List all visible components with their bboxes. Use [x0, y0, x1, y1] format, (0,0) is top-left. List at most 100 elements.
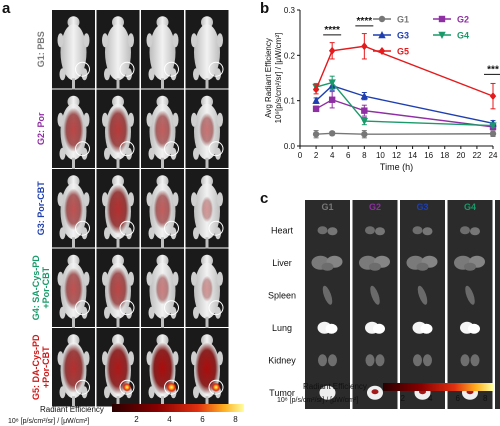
data-point — [328, 130, 336, 137]
organ-image — [460, 354, 480, 367]
mouse-silhouette — [57, 16, 90, 91]
organ-image — [319, 385, 336, 400]
x-tick-label: 18 — [440, 151, 449, 160]
fluorescence-signal — [201, 196, 213, 223]
organ-image — [465, 285, 475, 305]
colorbar-tick-label: 8 — [483, 394, 488, 403]
y-axis-label: Avg Radiant Efficiency — [264, 38, 273, 118]
group-header: G2 — [369, 202, 381, 212]
y-tick-label: 0.3 — [284, 6, 296, 15]
organ-image-column — [352, 200, 398, 409]
series-line — [315, 81, 494, 127]
series-line — [315, 84, 494, 125]
fluorescence-signal — [153, 189, 172, 229]
x-tick-label: 0 — [298, 151, 303, 160]
tumor-region-circle — [208, 379, 224, 395]
mouse-silhouette — [102, 16, 134, 91]
colorbar-tick-label: 4 — [167, 415, 172, 424]
tumor-region-circle — [164, 379, 179, 395]
group-label: G1: PBS — [36, 31, 46, 67]
data-point — [361, 42, 368, 51]
fluorescence-signal — [199, 112, 215, 147]
group-header: G3 — [416, 202, 428, 212]
organ-image — [365, 321, 385, 334]
tumor-region-circle — [208, 141, 224, 157]
series-line — [316, 132, 494, 135]
organ-image — [365, 226, 385, 236]
mouse-silhouette — [146, 254, 179, 329]
x-tick-label: 2 — [314, 151, 319, 160]
series-line — [315, 98, 494, 128]
organ-image — [406, 255, 438, 271]
organ-image — [460, 321, 480, 334]
organ-image-column — [447, 200, 493, 409]
data-point — [328, 79, 336, 87]
colorbar-tick-label: 6 — [456, 394, 461, 403]
fluorescence-signal — [153, 110, 172, 150]
data-point — [312, 96, 320, 104]
x-tick-label: 20 — [456, 151, 465, 160]
x-tick-label: 24 — [489, 151, 498, 160]
group-label: G2: Por — [36, 112, 46, 145]
tumor-region-circle — [164, 300, 179, 316]
panel-c-organ-imaging: G1G2G3G4G5HeartLiverSpleenLungKidneyTumo… — [268, 200, 500, 409]
series-line — [315, 45, 494, 97]
organ-image-column — [305, 200, 350, 409]
group-header: G4 — [464, 202, 476, 212]
fluorescence-signal — [201, 275, 213, 302]
colorbar-tick-label: 4 — [428, 394, 433, 403]
data-point — [378, 47, 386, 55]
x-tick-label: 8 — [362, 151, 367, 160]
organ-label: Heart — [271, 225, 294, 235]
data-point — [328, 46, 336, 55]
tumor-region-circle — [119, 141, 135, 157]
fluorescence-signal — [63, 107, 84, 152]
tumor-region-circle — [119, 220, 135, 236]
data-point — [438, 15, 446, 23]
tumor-region-circle — [75, 300, 90, 316]
x-tick-label: 4 — [330, 151, 335, 160]
data-point — [360, 92, 369, 100]
mouse-silhouette — [146, 16, 179, 91]
fluorescence-signal — [63, 188, 84, 231]
x-tick-label: 14 — [408, 151, 417, 160]
data-point — [312, 85, 320, 94]
tumor-region-circle — [119, 379, 135, 395]
data-point — [489, 122, 497, 130]
tumor-region-circle — [75, 220, 90, 236]
data-point — [312, 131, 320, 138]
x-tick-label: 6 — [346, 151, 351, 160]
organ-label: Spleen — [268, 290, 296, 300]
data-point — [328, 96, 336, 103]
y-tick-label: 0.1 — [284, 97, 296, 106]
legend-label: G4 — [457, 31, 469, 41]
panel-b-letter: b — [260, 0, 270, 17]
x-tick-label: 16 — [424, 151, 433, 160]
tumor-region-circle — [119, 300, 135, 316]
data-point — [438, 31, 446, 39]
colorbar-tick-label: 2 — [401, 394, 406, 403]
legend-label: G5 — [397, 47, 409, 57]
panel-c-letter: c — [260, 190, 269, 207]
data-point — [378, 15, 386, 23]
x-tick-label: 22 — [472, 151, 481, 160]
organ-image — [365, 354, 385, 367]
organ-label: Lung — [272, 323, 292, 333]
legend-label: G2 — [457, 15, 469, 25]
organ-image — [370, 285, 380, 305]
tumor-hotspot — [166, 381, 177, 393]
organ-label: Tumor — [269, 388, 295, 398]
fluorescence-signal — [155, 273, 170, 305]
y-axis-unit: 10⁹[p/s/cm²/sr] / [μW/cm²] — [274, 33, 283, 124]
organ-image-column — [495, 200, 500, 409]
group-label: G5: DA-Cys-PD+Por-CBT — [31, 334, 51, 400]
fluorescence-signal — [63, 267, 84, 310]
colorbar-tick-label: 8 — [233, 415, 238, 424]
tumor-fluorescence — [371, 389, 379, 395]
fluorescence-signal — [107, 106, 129, 154]
data-point — [312, 105, 320, 113]
colorbar-tick-label: 2 — [134, 415, 139, 424]
tumor-region-circle — [164, 220, 179, 236]
data-point — [360, 117, 369, 126]
y-tick-label: 0.2 — [284, 51, 296, 60]
